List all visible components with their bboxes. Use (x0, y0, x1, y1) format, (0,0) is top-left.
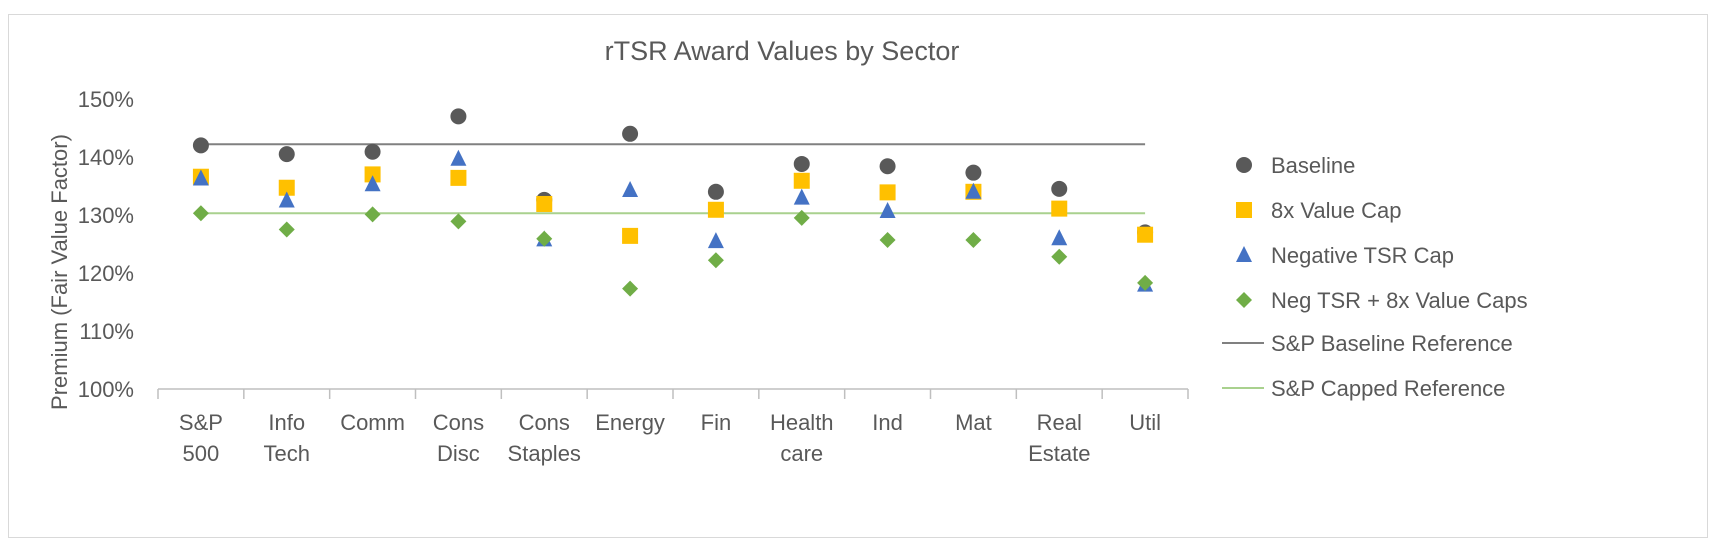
point-baseline (450, 108, 467, 125)
x-tick-label: Ind (872, 410, 903, 435)
point-baseline (965, 164, 982, 181)
x-tick-label: Tech (264, 441, 310, 466)
legend-label: Neg TSR + 8x Value Caps (1271, 288, 1528, 313)
chart-title: rTSR Award Values by Sector (605, 36, 960, 66)
point-baseline (192, 137, 209, 154)
x-tick-label: Fin (701, 410, 732, 435)
point-neg-tsr-8x-value-caps (965, 231, 982, 248)
x-tick-label: Staples (508, 441, 581, 466)
y-tick-label: 150% (78, 87, 134, 112)
point-8x-value-cap (1051, 200, 1068, 217)
y-tick-label: 100% (78, 377, 134, 402)
x-tick-label: Estate (1028, 441, 1090, 466)
legend-label: S&P Baseline Reference (1271, 331, 1513, 356)
point-neg-tsr-8x-value-caps (278, 221, 295, 238)
point-neg-tsr-8x-value-caps (536, 230, 553, 247)
x-tick-label: Energy (595, 410, 665, 435)
point-negative-tsr-cap (622, 181, 639, 198)
x-tick-label: Util (1129, 410, 1161, 435)
legend-label: Baseline (1271, 153, 1355, 178)
legend-marker-baseline (1236, 157, 1252, 173)
point-negative-tsr-cap (1051, 229, 1068, 246)
legend-marker-neg-tsr-8x-value-caps (1236, 292, 1252, 308)
legend-marker-8x-value-cap (1236, 202, 1252, 218)
y-tick-label: 110% (79, 319, 134, 344)
y-tick-label: 140% (78, 145, 134, 170)
x-tick-label: Comm (340, 410, 405, 435)
point-8x-value-cap (278, 179, 295, 196)
point-8x-value-cap (450, 169, 467, 186)
point-negative-tsr-cap (364, 175, 381, 192)
y-axis-title: Premium (Fair Value Factor) (47, 134, 72, 410)
x-tick-label: Health (770, 410, 834, 435)
point-baseline (793, 155, 810, 172)
point-negative-tsr-cap (879, 201, 896, 218)
legend-marker-negative-tsr-cap (1236, 246, 1252, 262)
point-neg-tsr-8x-value-caps (622, 280, 639, 297)
point-baseline (622, 125, 639, 142)
x-tick-label: S&P (179, 410, 223, 435)
y-tick-label: 120% (78, 261, 134, 286)
point-8x-value-cap (793, 172, 810, 189)
point-8x-value-cap (622, 227, 639, 244)
x-tick-label: care (780, 441, 823, 466)
point-8x-value-cap (364, 166, 381, 183)
point-neg-tsr-8x-value-caps (364, 206, 381, 223)
point-negative-tsr-cap (707, 232, 724, 249)
point-baseline (364, 143, 381, 160)
point-neg-tsr-8x-value-caps (879, 231, 896, 248)
point-baseline (707, 183, 724, 200)
point-neg-tsr-8x-value-caps (707, 252, 724, 269)
point-baseline (1051, 180, 1068, 197)
point-negative-tsr-cap (793, 188, 810, 205)
y-tick-label: 130% (78, 203, 134, 228)
point-neg-tsr-8x-value-caps (1137, 274, 1154, 291)
point-neg-tsr-8x-value-caps (1051, 248, 1068, 265)
point-negative-tsr-cap (965, 182, 982, 199)
chart-frame (8, 14, 1708, 538)
point-baseline (278, 146, 295, 163)
point-8x-value-cap (707, 201, 724, 218)
legend: Baseline 8x Value Cap Negative TSR Cap Neg … (1222, 153, 1528, 401)
point-neg-tsr-8x-value-caps (450, 213, 467, 230)
x-tick-label: Real (1037, 410, 1082, 435)
point-negative-tsr-cap (192, 169, 209, 186)
point-baseline (879, 158, 896, 175)
x-tick-label: Mat (955, 410, 992, 435)
point-8x-value-cap (536, 195, 553, 212)
point-negative-tsr-cap (278, 191, 295, 208)
x-tick-label: 500 (183, 441, 220, 466)
plot-area: 100% 110% 120% 130% 140% 150% S&P 500 Info Tech Co… (78, 87, 1189, 466)
point-8x-value-cap (879, 184, 896, 201)
point-negative-tsr-cap (450, 149, 467, 166)
point-neg-tsr-8x-value-caps (793, 209, 810, 226)
x-tick-label: Cons (433, 410, 484, 435)
legend-label: 8x Value Cap (1271, 198, 1401, 223)
x-tick-label: Info (268, 410, 305, 435)
x-tick-label: Cons (519, 410, 570, 435)
point-neg-tsr-8x-value-caps (192, 205, 209, 222)
x-tick-label: Disc (437, 441, 480, 466)
legend-label: S&P Capped Reference (1271, 376, 1505, 401)
point-8x-value-cap (1137, 226, 1154, 243)
legend-label: Negative TSR Cap (1271, 243, 1454, 268)
